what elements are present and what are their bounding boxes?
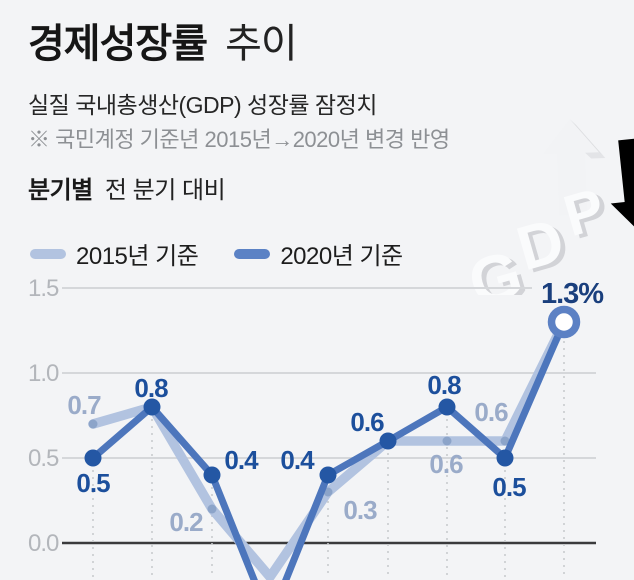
svg-text:0.5: 0.5 [76, 468, 110, 498]
gdp-3d-illustration: G G D D P P [460, 119, 634, 295]
svg-text:1.3%: 1.3% [541, 278, 604, 310]
title-sub: 추이 [225, 22, 298, 66]
legend-swatch-2020 [234, 248, 271, 259]
legend-swatch-2015 [30, 248, 66, 259]
svg-text:0.7: 0.7 [67, 390, 101, 420]
svg-text:0.0: 0.0 [28, 530, 59, 557]
svg-text:0.5: 0.5 [28, 445, 59, 472]
legend: 2015년 기준 2020년 기준 [30, 236, 425, 271]
svg-text:1.0: 1.0 [28, 360, 59, 387]
svg-text:0.8: 0.8 [427, 370, 461, 400]
svg-text:0.6: 0.6 [350, 407, 384, 437]
section-label-bold: 분기별 [28, 177, 93, 204]
page-title: 경제성장률 추이 [28, 22, 298, 66]
title-main: 경제성장률 [28, 22, 208, 66]
svg-text:0.8: 0.8 [134, 373, 168, 403]
legend-label-2015: 2015년 기준 [76, 243, 199, 270]
legend-item-2020: 2020년 기준 [234, 236, 403, 271]
svg-text:0.2: 0.2 [169, 507, 203, 537]
section-label: 분기별 전 분기 대비 [28, 170, 226, 205]
legend-item-2015: 2015년 기준 [30, 236, 199, 271]
section-label-rest: 전 분기 대비 [104, 177, 226, 204]
svg-text:0.5: 0.5 [492, 472, 526, 502]
legend-label-2020: 2020년 기준 [280, 243, 403, 270]
svg-text:0.3: 0.3 [343, 495, 377, 525]
svg-text:0.6: 0.6 [429, 449, 463, 479]
svg-text:0.4: 0.4 [280, 445, 315, 475]
subtitle: 실질 국내총생산(GDP) 성장률 잠정치 [28, 92, 377, 118]
footnote: ※ 국민계정 기준년 2015년→2020년 변경 반영 [28, 127, 450, 152]
svg-text:0.6: 0.6 [474, 397, 508, 427]
svg-text:1.5: 1.5 [28, 275, 59, 302]
svg-text:0.4: 0.4 [224, 445, 259, 475]
